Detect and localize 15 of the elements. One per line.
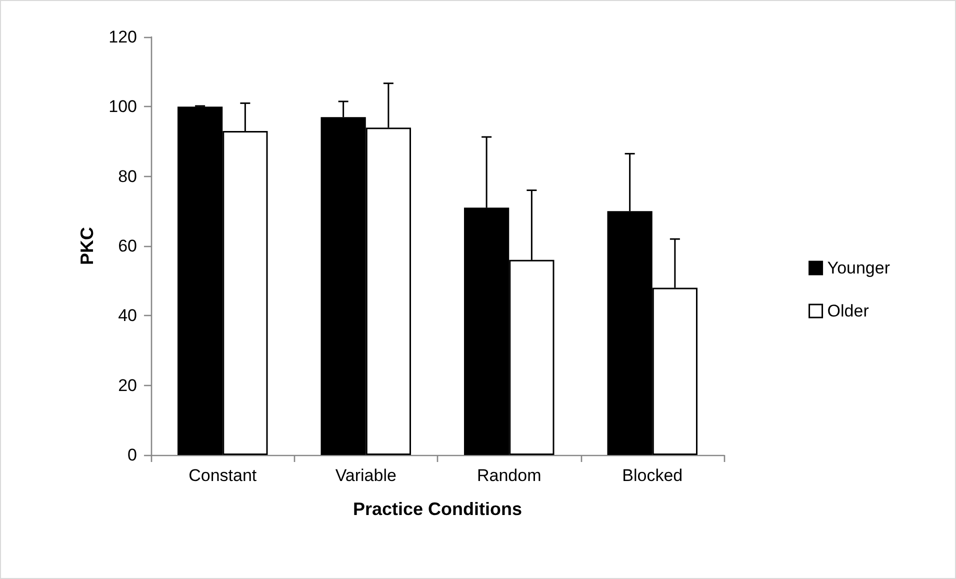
y-tick-label: 60: [118, 236, 137, 256]
legend-label: Younger: [827, 258, 890, 278]
x-tick-label: Random: [476, 466, 542, 485]
x-tick-label: Variable: [335, 466, 396, 485]
x-tick-label: Blocked: [622, 466, 683, 485]
x-axis-title: Practice Conditions: [352, 499, 522, 519]
y-tick-label: 20: [118, 376, 137, 395]
y-axis-title: PKC: [77, 226, 97, 266]
y-tick-label: 120: [108, 28, 137, 46]
y-tick-label: 100: [108, 97, 137, 116]
y-tick-label: 40: [118, 306, 137, 326]
x-tick-label: Constant: [188, 466, 257, 485]
y-tick-label: 0: [128, 446, 137, 464]
legend-label: Older: [827, 302, 870, 320]
y-tick-label: 80: [118, 166, 137, 186]
